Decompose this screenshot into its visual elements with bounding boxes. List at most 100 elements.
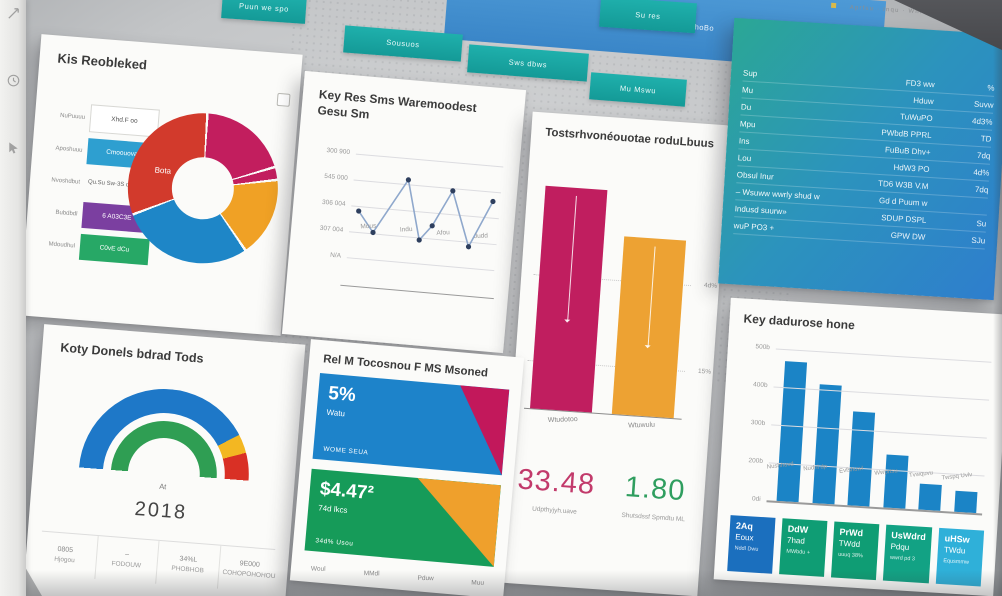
y-axis-label: 300 900 bbox=[326, 147, 351, 157]
row-label: Obsul Inur bbox=[736, 169, 774, 182]
tile-line: Pdqu bbox=[890, 541, 910, 553]
summary-tile[interactable]: 2Aq Eoux Nddl Dwu bbox=[727, 515, 776, 574]
kpi-block: 1.80 Shutsdssf Spmdtu ML bbox=[604, 470, 706, 525]
kpi-value: 33.48 bbox=[516, 463, 597, 501]
legend-row: Mdoudhul C0vE dCu bbox=[32, 230, 150, 266]
tile-line: UsWdrd bbox=[891, 529, 927, 543]
kpi-block: 33.48 Udpthyjyh.uave bbox=[505, 463, 607, 518]
gauge-chart[interactable] bbox=[75, 382, 258, 484]
x-axis-label: Afou bbox=[436, 229, 450, 237]
tile-line: wwrd pd 3 bbox=[889, 554, 916, 563]
x-axis-label: Mous bbox=[360, 222, 377, 231]
column-line-2: Hjogou bbox=[53, 555, 76, 565]
row-value-2: 4d% bbox=[973, 167, 990, 178]
bar bbox=[611, 236, 687, 419]
legend-label: Aposhuuu bbox=[55, 145, 83, 154]
summary-tile[interactable]: PrWd TWdd uuuq 38% bbox=[830, 521, 879, 581]
bar bbox=[918, 483, 943, 511]
left-sidebar bbox=[0, 0, 26, 596]
history-icon[interactable] bbox=[6, 73, 21, 88]
gauge-card: Koty Donels bdrad Tods At 2018 0805 Hjogo… bbox=[20, 324, 306, 596]
summary-tile[interactable]: uHSw TWdu Equsmmw bbox=[935, 527, 985, 587]
tile-line: PrWd bbox=[839, 526, 864, 539]
slice-label: Bota bbox=[154, 164, 172, 176]
y-axis-label: N/A bbox=[329, 251, 342, 260]
legend-value[interactable]: Xhd.F oo bbox=[88, 104, 160, 138]
dual-bar-plot[interactable]: 4d% 15% bbox=[523, 168, 717, 420]
tile-line: Eoux bbox=[734, 532, 754, 543]
arrow-down-icon bbox=[647, 246, 656, 347]
y-axis-label: 307 004 bbox=[319, 224, 344, 234]
row-label: Mu bbox=[741, 84, 754, 95]
panel-footnote: 34d% Usou bbox=[315, 537, 354, 548]
arrow-down-icon bbox=[567, 195, 577, 321]
row-label: wuP PO3 + bbox=[733, 220, 775, 233]
kpi-caption: Udpthyjyh.uave bbox=[531, 505, 578, 516]
footer-column: – FODOUW bbox=[93, 535, 159, 584]
y-axis-label: 500b bbox=[755, 343, 771, 352]
line-plot[interactable]: 300 900 545 000 306 004 307 004 N/A bbox=[295, 141, 508, 318]
bookmark-icon[interactable] bbox=[830, 2, 836, 9]
legend-label: NuPuuuu bbox=[59, 112, 86, 121]
tiles-row: 2Aq Eoux Nddl Dwu DdW 7had MWbdu + PrWd TWdd uuu… bbox=[727, 515, 985, 587]
column-line-2: FODOUW bbox=[111, 560, 142, 570]
footer-column: 0805 Hjogou bbox=[33, 531, 98, 579]
footer-label: Muu bbox=[471, 579, 485, 587]
footer-column: 9E000 COHOPOHOHOU bbox=[216, 545, 282, 594]
y-axis-label: 306 004 bbox=[321, 198, 346, 208]
summary-tile[interactable]: UsWdrd Pdqu wwrd pd 3 bbox=[882, 524, 933, 584]
tile-line: 7had bbox=[786, 535, 806, 546]
legend-value[interactable]: C0vE dCu bbox=[78, 233, 150, 266]
gradient-table-rows: Sup FD3 ww% Mu Hduw Suvw Du TuWuPO 4d3% Mpu PWbdB… bbox=[733, 64, 996, 250]
row-value-2: Suvw bbox=[973, 99, 994, 110]
nav-button-1[interactable]: Puun we spo bbox=[221, 0, 307, 24]
kpi-panel-0[interactable]: 5% Watu WOME SEUA bbox=[312, 373, 510, 476]
panel-footnote: WOME SEUA bbox=[323, 445, 369, 457]
tile-line: TWdu bbox=[943, 545, 966, 556]
row-value-2: 4d3% bbox=[971, 116, 993, 127]
share-icon[interactable] bbox=[6, 6, 21, 21]
legend-label: Mdoudhul bbox=[48, 240, 76, 249]
donut-card: Kis Reobleked NuPuuuu Xhd.F oo Aposhuuu Cmo… bbox=[19, 34, 303, 336]
tile-line: uHSw bbox=[944, 533, 970, 545]
expand-icon[interactable] bbox=[276, 92, 291, 107]
gradient-table-card: Sup FD3 ww% Mu Hduw Suvw Du TuWuPO 4d3% Mpu PWbdB… bbox=[718, 17, 1002, 301]
legend-label: Nvoshdbut bbox=[51, 176, 81, 186]
tile-line: DdW bbox=[787, 523, 809, 535]
tile-line: Nddl Dwu bbox=[734, 545, 759, 553]
row-label: Indusd suurw» bbox=[734, 203, 787, 216]
footer-label: Pduw bbox=[417, 574, 434, 583]
dual-bar-card: Tostsrhvonéouotae roduLbuus 4d% 15% Wtudo… bbox=[499, 111, 731, 596]
cursor-icon[interactable] bbox=[6, 140, 21, 155]
row-label: – Wsuww wwrly shud w bbox=[735, 186, 820, 201]
bar bbox=[847, 411, 876, 507]
row-label: Ins bbox=[738, 135, 750, 146]
row-label: Lou bbox=[737, 152, 752, 163]
row-value: GPW DW bbox=[890, 230, 926, 242]
footer-label: Woul bbox=[310, 565, 326, 573]
row-value-2: 7dq bbox=[976, 150, 991, 161]
x-axis-label: Judd bbox=[473, 232, 488, 241]
y-axis-label: 0di bbox=[751, 495, 761, 503]
y-axis-label: 300b bbox=[750, 419, 766, 428]
row-label: Du bbox=[740, 101, 752, 112]
bar bbox=[776, 361, 808, 503]
footer-column: 34%L PHOBHOB bbox=[155, 540, 220, 589]
kpi-row: 33.48 Udpthyjyh.uave 1.80 Shutsdssf Spmd… bbox=[505, 463, 706, 525]
summary-tile[interactable]: DdW 7had MWbdu + bbox=[778, 518, 828, 577]
row-value-2 bbox=[947, 204, 987, 206]
bar bbox=[812, 384, 842, 505]
row-value-2: Su bbox=[976, 218, 987, 229]
blue-bar-card: Key dadurose hone 500b 400b 300b 200b 0di Nu… bbox=[713, 297, 1002, 596]
line-chart-card: Key Res Sms Waremoodest Gesu Sm 300 900 5… bbox=[281, 70, 527, 354]
gauge-columns: 0805 Hjogou – FODOUW 34%L PHOBHOB 9E000 COHOPOH… bbox=[33, 531, 282, 594]
kpi-panel-1[interactable]: $4.47² 74d lkcs 34d% Usou bbox=[304, 468, 501, 567]
blue-bar-plot[interactable]: 500b 400b 300b 200b 0di bbox=[728, 342, 996, 522]
y-axis-label: 200b bbox=[748, 457, 764, 465]
footer-label: MMdl bbox=[363, 570, 380, 578]
panel-footer-labels: Woul MMdl Pduw Muu bbox=[291, 563, 505, 589]
column-line-2: PHOBHOB bbox=[171, 564, 205, 575]
axis-label: 4d% bbox=[703, 281, 718, 290]
tile-line: MWbdu + bbox=[786, 548, 811, 557]
